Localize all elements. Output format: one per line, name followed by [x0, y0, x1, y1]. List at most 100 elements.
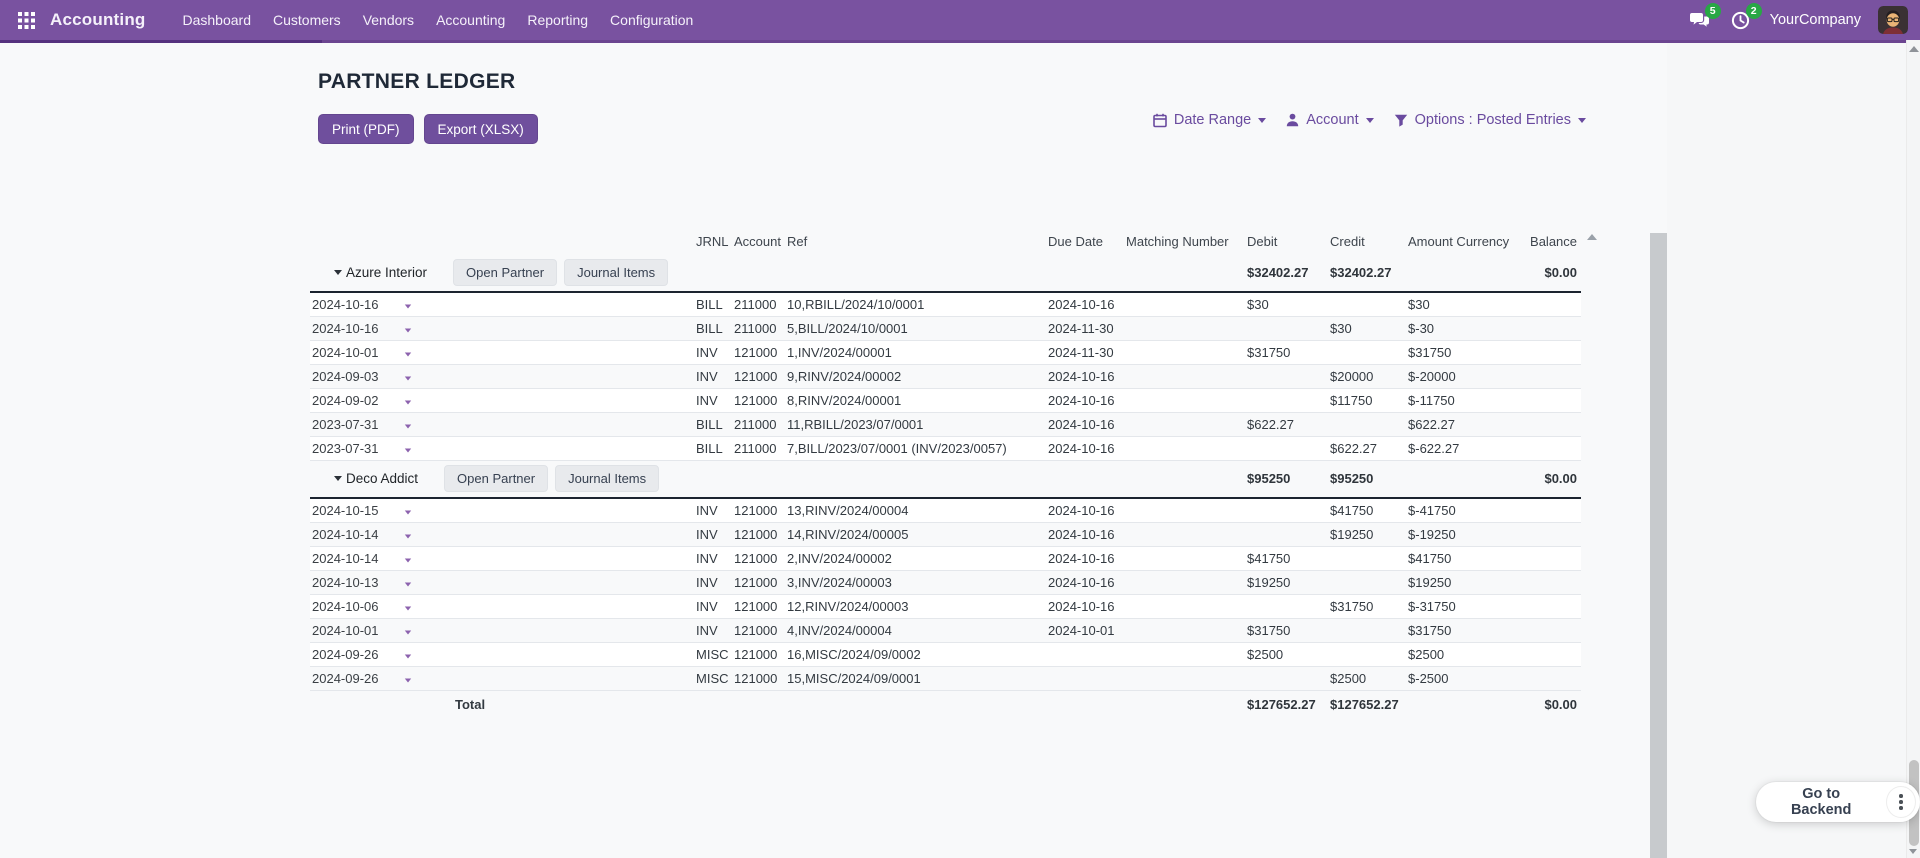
collapse-caret-icon[interactable]	[334, 476, 342, 482]
journal-items-button[interactable]: Journal Items	[564, 259, 669, 286]
open-partner-button[interactable]: Open Partner	[453, 259, 558, 286]
row-date[interactable]: 2024-10-16	[310, 316, 402, 341]
apps-menu-icon[interactable]	[12, 6, 40, 34]
collapse-caret-icon[interactable]	[334, 270, 342, 275]
row-dropdown-caret-icon[interactable]	[404, 558, 412, 562]
row-dropdown-caret-icon[interactable]	[404, 582, 412, 586]
partner-cell: Azure Interior Open Partner Journal Items	[310, 254, 695, 293]
go-to-backend-button[interactable]: Go to Backend	[1760, 786, 1883, 818]
chevron-down-icon	[1578, 117, 1586, 123]
scroll-down-icon[interactable]	[1909, 849, 1917, 854]
row-balance	[1521, 364, 1582, 389]
row-dropdown-caret-icon[interactable]	[404, 534, 412, 538]
row-dropdown-caret-icon[interactable]	[404, 630, 412, 634]
row-caret-cell	[402, 388, 424, 413]
top-navbar: Accounting Dashboard Customers Vendors Acco…	[0, 0, 1920, 40]
row-date[interactable]: 2024-09-03	[310, 364, 402, 389]
print-pdf-button[interactable]: Print (PDF)	[318, 114, 414, 144]
row-dropdown-caret-icon[interactable]	[404, 424, 412, 428]
user-avatar[interactable]	[1878, 6, 1908, 34]
group-debit: $32402.27	[1245, 254, 1329, 293]
row-partner-spacer	[424, 436, 695, 461]
nav-item-customers[interactable]: Customers	[273, 12, 341, 28]
column-header-ref[interactable]: Ref	[787, 233, 808, 249]
table-row: 2024-10-16 BILL 211000 10,RBILL/2024/10/000…	[310, 292, 1582, 317]
nav-item-reporting[interactable]: Reporting	[527, 12, 589, 28]
row-caret-cell	[402, 316, 424, 341]
scroll-up-icon[interactable]	[1909, 46, 1919, 52]
row-ref: 15,MISC/2024/09/0001	[785, 666, 1047, 691]
column-header-credit[interactable]: Credit	[1330, 233, 1365, 249]
row-dropdown-caret-icon[interactable]	[404, 678, 412, 682]
row-ref: 8,RINV/2024/00001	[785, 388, 1047, 413]
partner-name: Azure Interior	[346, 265, 428, 280]
row-due-date: 2024-10-16	[1046, 522, 1125, 547]
activities-icon[interactable]: 2	[1729, 3, 1762, 32]
row-date[interactable]: 2024-09-26	[310, 642, 402, 667]
nav-item-dashboard[interactable]: Dashboard	[182, 12, 252, 28]
row-dropdown-caret-icon[interactable]	[404, 328, 412, 332]
row-matching-number	[1124, 412, 1246, 437]
more-options-button[interactable]	[1886, 786, 1916, 818]
row-dropdown-caret-icon[interactable]	[404, 376, 412, 380]
column-header-account[interactable]: Account	[734, 233, 781, 249]
journal-items-button[interactable]: Journal Items	[555, 465, 660, 493]
page-scrollbar-track[interactable]	[1906, 40, 1920, 858]
row-journal: INV	[694, 340, 733, 365]
row-credit: $20000	[1328, 364, 1407, 389]
column-header-jrnl[interactable]: JRNL	[696, 233, 729, 249]
row-caret-cell	[402, 364, 424, 389]
report-scrollbar[interactable]	[1650, 233, 1667, 858]
sort-asc-icon[interactable]	[1587, 234, 1597, 240]
row-date[interactable]: 2024-10-06	[310, 594, 402, 619]
row-date[interactable]: 2024-10-13	[310, 570, 402, 595]
messages-icon[interactable]: 5	[1688, 3, 1721, 32]
row-amount-currency: $-2500	[1406, 666, 1522, 691]
row-dropdown-caret-icon[interactable]	[404, 400, 412, 404]
person-icon	[1287, 113, 1299, 127]
row-dropdown-caret-icon[interactable]	[404, 304, 412, 309]
nav-item-configuration[interactable]: Configuration	[610, 12, 694, 28]
company-name[interactable]: YourCompany	[1769, 12, 1861, 28]
export-xlsx-button[interactable]: Export (XLSX)	[423, 114, 538, 144]
filter-account[interactable]: Account	[1286, 112, 1374, 128]
nav-item-vendors[interactable]: Vendors	[362, 12, 415, 28]
column-header-debit[interactable]: Debit	[1247, 233, 1278, 249]
row-journal: INV	[694, 498, 733, 523]
row-amount-currency: $-31750	[1406, 594, 1522, 619]
row-date[interactable]: 2023-07-31	[310, 436, 402, 461]
row-caret-cell	[402, 642, 424, 667]
filter-options[interactable]: Options : Posted Entries	[1394, 112, 1586, 128]
row-date[interactable]: 2024-09-02	[310, 388, 402, 413]
column-header-due-date[interactable]: Due Date	[1048, 233, 1103, 249]
row-date[interactable]: 2024-10-14	[310, 546, 402, 571]
row-dropdown-caret-icon[interactable]	[404, 654, 412, 658]
filter-date-range[interactable]: Date Range	[1153, 112, 1267, 128]
nav-item-accounting[interactable]: Accounting	[436, 12, 506, 28]
group-credit: $95250	[1328, 460, 1407, 499]
row-date[interactable]: 2024-09-26	[310, 666, 402, 691]
column-header-matching-number[interactable]: Matching Number	[1126, 233, 1229, 249]
row-date[interactable]: 2024-10-14	[310, 522, 402, 547]
row-date[interactable]: 2024-10-01	[310, 340, 402, 365]
row-date[interactable]: 2024-10-15	[310, 498, 402, 523]
row-dropdown-caret-icon[interactable]	[404, 510, 412, 515]
row-caret-cell	[402, 594, 424, 619]
open-partner-button[interactable]: Open Partner	[444, 465, 549, 493]
row-date[interactable]: 2023-07-31	[310, 412, 402, 437]
row-dropdown-caret-icon[interactable]	[404, 606, 412, 610]
app-brand[interactable]: Accounting	[50, 10, 146, 29]
row-dropdown-caret-icon[interactable]	[404, 448, 412, 452]
row-account: 121000	[732, 618, 786, 643]
row-date[interactable]: 2024-10-01	[310, 618, 402, 643]
column-header-amount-currency[interactable]: Amount Currency	[1408, 233, 1510, 249]
row-dropdown-caret-icon[interactable]	[404, 352, 412, 356]
table-row: 2024-09-03 INV 121000 9,RINV/2024/00002 2024…	[310, 364, 1582, 389]
row-debit	[1245, 666, 1329, 691]
column-header-balance[interactable]: Balance	[1530, 233, 1578, 249]
row-caret-cell	[402, 340, 424, 365]
row-credit: $622.27	[1328, 436, 1407, 461]
row-credit: $30	[1328, 316, 1407, 341]
row-date[interactable]: 2024-10-16	[310, 292, 402, 317]
